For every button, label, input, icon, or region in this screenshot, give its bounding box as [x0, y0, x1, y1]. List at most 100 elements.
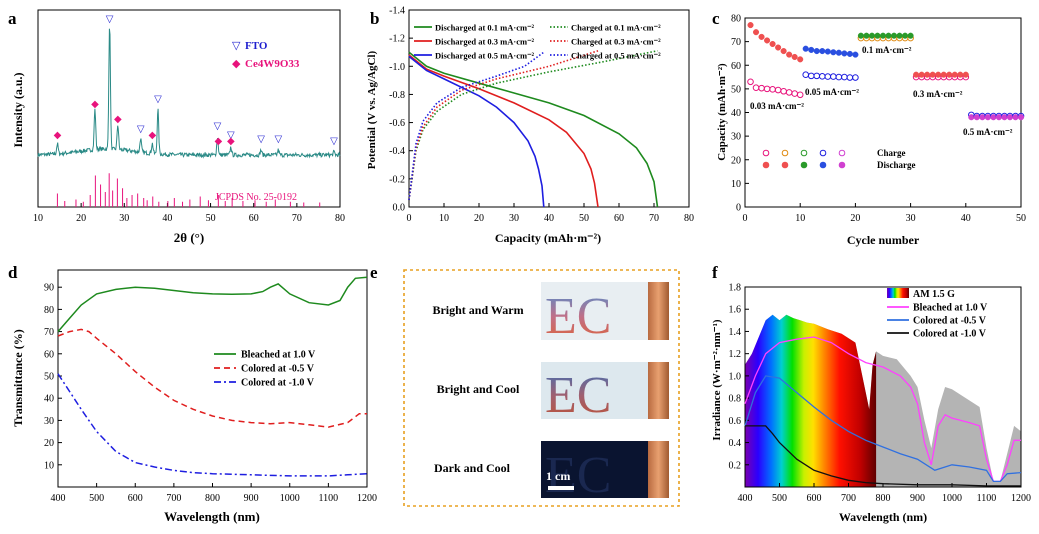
- panel-f-y-ticklabel-0: 0.2: [729, 460, 742, 471]
- panel-d-y-ticklabel-5: 60: [44, 349, 54, 360]
- panel-d-x-ticklabel-1: 500: [89, 493, 104, 504]
- panel-c-x-ticklabel-3: 30: [906, 213, 916, 224]
- panel-d-x-ticklabel-3: 700: [166, 493, 181, 504]
- panel-a-ylabel: Intensity (a.u.): [11, 72, 25, 147]
- panel-b-ticks: 0 10 20 30 40 50 60 70 80 0.0 -0.2 -0.4 -0.6 -0.8 -1.0…: [389, 6, 694, 225]
- panel-a-fto-marker-1: ▽: [137, 124, 145, 135]
- panel-b-y-ticklabel-2: -0.4: [389, 146, 405, 157]
- panel-e-ec-cool: EC: [545, 367, 611, 424]
- panel-c-charge-point-1-4: [824, 73, 832, 80]
- panel-b-x-ticklabel-8: 80: [684, 213, 694, 224]
- panel-c-discharge-point-2-3: [874, 32, 881, 39]
- panel-f-x-ticklabel-2: 600: [807, 493, 822, 504]
- panel-c-discharge-point-1-7: [841, 50, 848, 57]
- panel-c-discharge-point-2-1: [863, 32, 870, 39]
- panel-a-xrd-pattern: [37, 28, 341, 159]
- panel-f-y-ticklabel-2: 0.6: [729, 416, 742, 427]
- panel-a-reference-label: JCPDS No. 25-0192: [215, 192, 297, 203]
- panel-c-charge-point-0-6: [780, 87, 787, 95]
- panel-f-legend-label-3: Colored at -1.0 V: [913, 329, 987, 340]
- panel-c-discharge-point-1-0: [802, 45, 809, 52]
- panel-b-series-2: [408, 55, 545, 208]
- panel-c-charge-point-1-6: [835, 73, 843, 81]
- panel-f-series-3: [745, 425, 1021, 487]
- panel-c-charge-point-1-2: [813, 72, 821, 80]
- panel-a-fto-marker-7: ▽: [330, 136, 338, 147]
- panel-d-series-1: [57, 328, 367, 428]
- panel-a-xlabel: 2θ (°): [174, 230, 204, 245]
- panel-c-discharge-point-2-8: [902, 32, 909, 39]
- panel-a-x-ticklabel-5: 60: [249, 213, 259, 224]
- panel-c-xlabel: Cycle number: [847, 233, 920, 247]
- panel-f-x-ticklabel-4: 800: [876, 493, 891, 504]
- panel-c-legend-charge: Charge: [877, 148, 906, 158]
- panel-f-series: [744, 336, 1022, 487]
- panel-d-y-ticklabel-2: 30: [44, 416, 54, 427]
- panel-c-discharge-point-4-2: [979, 114, 986, 121]
- panel-b-y-ticklabel-6: -1.2: [389, 34, 405, 45]
- panel-c-legend-charge-marker-4: [838, 149, 846, 157]
- panel-a-ce-marker-0: ◆: [54, 130, 62, 141]
- panel-c-legend-discharge-marker-1: [781, 161, 789, 169]
- panel-f-legend: AM 1.5 G Bleached at 1.0 V Colored at -0.5…: [887, 288, 988, 340]
- panel-b-series-3: [408, 50, 658, 201]
- panel-c-legend-discharge-marker-2: [800, 161, 808, 169]
- panel-label-e: e: [370, 263, 378, 282]
- panel-c-charge-point-0-5: [774, 86, 782, 94]
- panel-a-legend-fto-marker: ▽: [232, 40, 241, 52]
- panel-c-x-ticklabel-1: 10: [795, 213, 805, 224]
- panel-c-annotation-03: 0.3 mA·cm⁻²: [913, 89, 963, 99]
- panel-label-c: c: [712, 9, 720, 28]
- panel-a-fto-marker-5: ▽: [257, 134, 265, 145]
- panel-c-charge-point-0-7: [785, 89, 793, 96]
- panel-f-xlabel: Wavelength (nm): [839, 510, 927, 524]
- panel-c-annotation-003: 0.03 mA·cm⁻²: [750, 101, 804, 111]
- panel-b-series-5: [408, 51, 545, 201]
- panel-c-charge-point-1-8: [846, 74, 854, 81]
- panel-c-discharge-point-0-1: [752, 29, 760, 36]
- panel-f-x-ticklabel-6: 1000: [942, 493, 962, 504]
- panel-c-discharge-point-1-6: [835, 49, 842, 56]
- panel-f-x-ticklabel-1: 500: [772, 493, 787, 504]
- panel-d-y-ticklabel-1: 20: [44, 438, 54, 449]
- panel-label-d: d: [8, 263, 18, 282]
- panel-d-series: [57, 276, 368, 477]
- panel-b-x-ticklabel-2: 20: [474, 213, 484, 224]
- panel-c-discharge-point-2-0: [857, 32, 864, 39]
- panel-a-x-ticklabel-3: 40: [162, 213, 172, 224]
- panel-a-xticks: 10 20 30 40 50 60 70 80: [33, 203, 345, 224]
- panel-d-x-ticklabel-0: 400: [51, 493, 66, 504]
- panel-c-charge-point-0-4: [769, 86, 776, 93]
- panel-e-frame: [403, 269, 680, 507]
- panel-e-label-cool: Bright and Cool: [437, 382, 520, 396]
- panel-a-fto-marker-3: ▽: [214, 121, 222, 132]
- panel-a-x-ticklabel-1: 20: [76, 213, 86, 224]
- panel-c-discharge-point-4-8: [1012, 114, 1019, 121]
- panel-b-y-ticklabel-5: -1.0: [389, 62, 405, 73]
- panel-c-annotation-05: 0.5 mA·cm⁻²: [963, 127, 1013, 137]
- panel-c-charge-point-0-9: [796, 91, 804, 99]
- panel-d-y-ticklabel-4: 50: [44, 372, 54, 383]
- panel-e-label-warm: Bright and Warm: [432, 303, 523, 317]
- panel-b-legend-label-4: Charged at 0.3 mA·cm⁻²: [571, 37, 661, 47]
- panel-c-charge-point-1-7: [841, 73, 848, 81]
- panel-b-ylabel: Potential (V vs. Ag/AgCl): [366, 50, 378, 169]
- panel-c-discharge-point-1-8: [846, 50, 853, 57]
- panel-f-series-2: [744, 375, 1022, 483]
- panel-c-legend-discharge-marker-0: [762, 161, 770, 169]
- panel-f-irradiance: Irradiance (W·m⁻²·nm⁻¹) Wavelength (nm) …: [711, 283, 1031, 525]
- panel-b-x-ticklabel-4: 40: [544, 213, 554, 224]
- panel-c-discharge-point-4-3: [984, 114, 991, 121]
- panel-b-x-ticklabel-7: 70: [649, 213, 659, 224]
- panel-c-discharge-point-2-9: [907, 32, 914, 39]
- panel-d-legend: Bleached at 1.0 V Colored at -0.5 V Colore…: [214, 350, 316, 389]
- panel-c-ticks: 0 10 20 30 40 50 0 10 20 30 40 50 60 70 80: [731, 14, 1026, 225]
- panel-c-legend-charge-marker-3: [819, 149, 827, 157]
- panel-c-discharge-point-4-9: [1017, 114, 1025, 121]
- panel-b-y-ticklabel-1: -0.2: [389, 174, 405, 185]
- panel-c-charge-point-1-5: [830, 73, 837, 80]
- panel-a-x-ticklabel-4: 50: [206, 213, 216, 224]
- panel-d-x-ticklabel-4: 800: [205, 493, 220, 504]
- panel-c-x-ticklabel-2: 20: [850, 213, 860, 224]
